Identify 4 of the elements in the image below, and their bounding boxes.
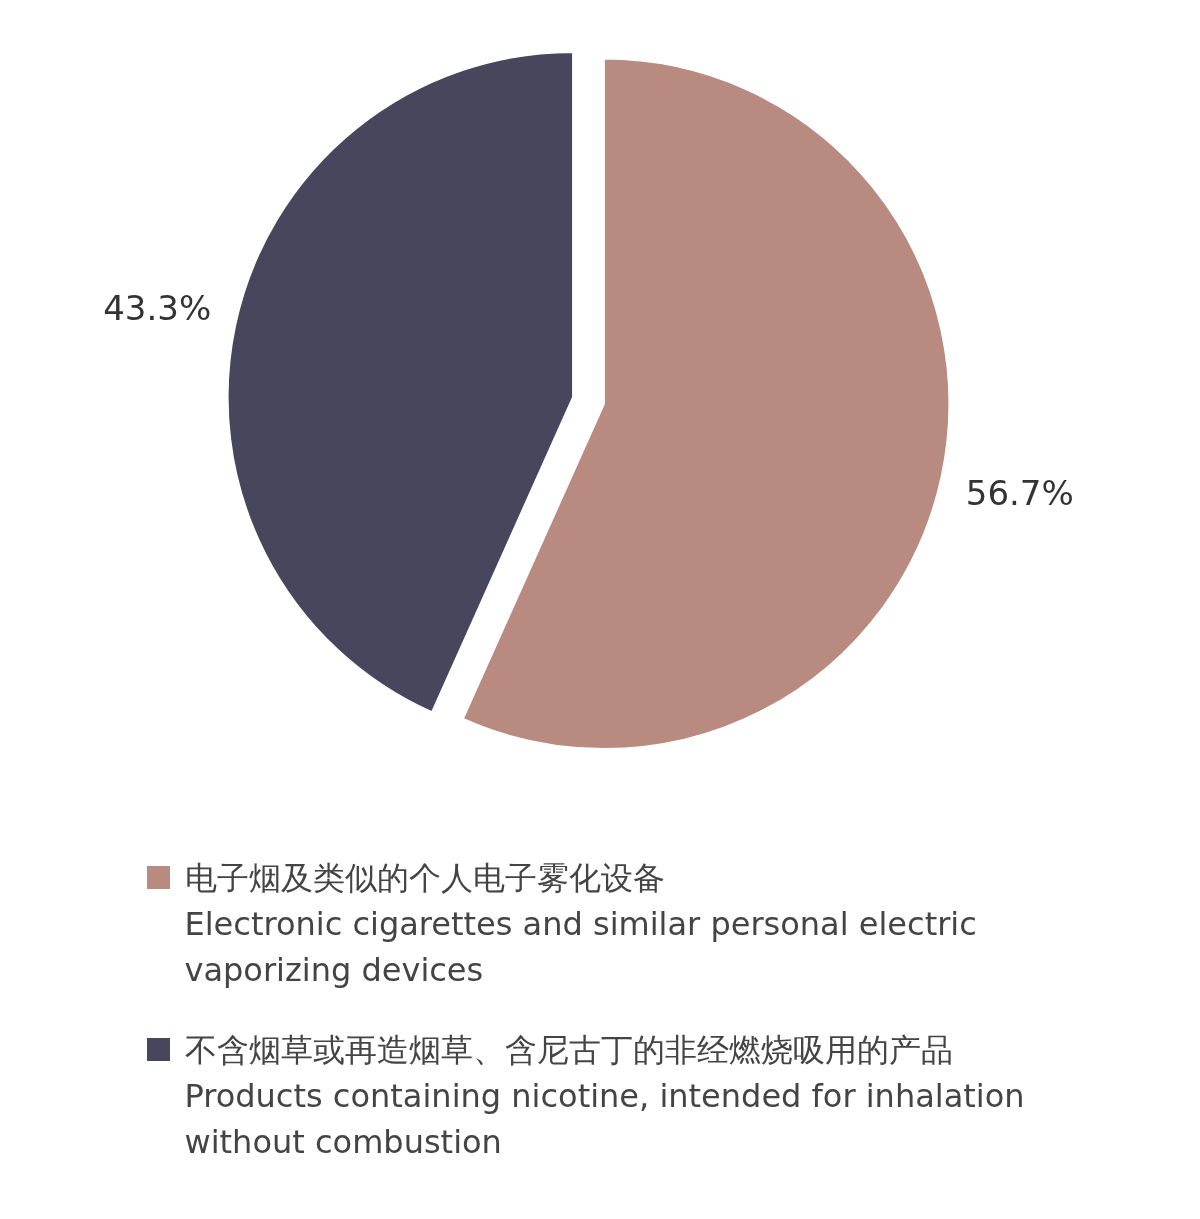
data-label: 56.7% [965,472,1074,513]
data-label: 43.3% [103,288,212,329]
legend-label: 不含烟草或再造烟草、含尼古丁的非经燃烧吸用的产品 Products containing nicotine, intended for inhalation without combustion [184,1030,1025,1161]
legend-label: 电子烟及类似的个人电子雾化设备 Electronic cigarettes and similar personal electric vaporizing devices [184,858,977,989]
